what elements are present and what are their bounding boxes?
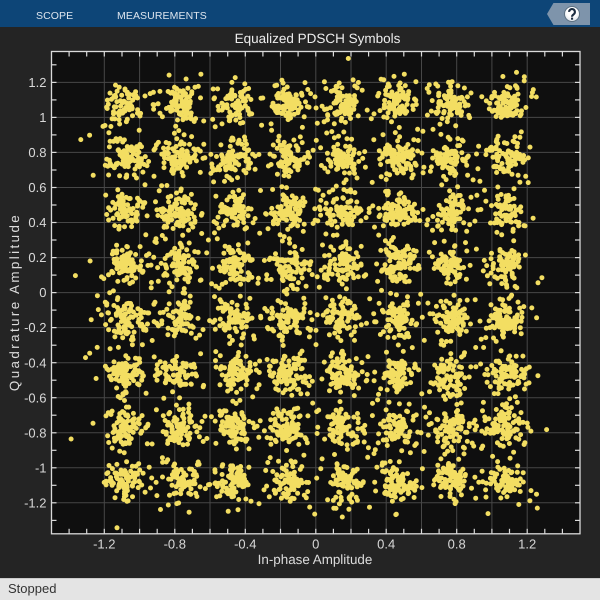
svg-text:0.8: 0.8 bbox=[448, 537, 466, 552]
svg-text:0.6: 0.6 bbox=[28, 180, 46, 195]
svg-text:-0.8: -0.8 bbox=[164, 537, 186, 552]
svg-text:1.2: 1.2 bbox=[28, 75, 46, 90]
svg-text:0.8: 0.8 bbox=[28, 145, 46, 160]
svg-text:0.4: 0.4 bbox=[377, 537, 395, 552]
svg-text:-0.2: -0.2 bbox=[24, 320, 46, 335]
svg-text:-0.4: -0.4 bbox=[234, 537, 256, 552]
svg-text:-0.4: -0.4 bbox=[24, 355, 46, 370]
svg-text:-0.6: -0.6 bbox=[24, 390, 46, 405]
svg-text:In-phase Amplitude: In-phase Amplitude bbox=[258, 552, 373, 567]
svg-text:1.2: 1.2 bbox=[518, 537, 536, 552]
svg-text:-1.2: -1.2 bbox=[93, 537, 115, 552]
svg-text:Quadrature Amplitude: Quadrature Amplitude bbox=[7, 213, 22, 391]
svg-text:-1: -1 bbox=[35, 460, 47, 475]
svg-text:-0.8: -0.8 bbox=[24, 425, 46, 440]
svg-text:1: 1 bbox=[39, 110, 46, 125]
svg-text:0.2: 0.2 bbox=[28, 250, 46, 265]
svg-text:0: 0 bbox=[39, 285, 46, 300]
svg-text:Equalized PDSCH Symbols: Equalized PDSCH Symbols bbox=[235, 31, 401, 46]
svg-text:0.4: 0.4 bbox=[28, 215, 46, 230]
svg-text:-1.2: -1.2 bbox=[24, 495, 46, 510]
svg-text:0: 0 bbox=[312, 537, 319, 552]
